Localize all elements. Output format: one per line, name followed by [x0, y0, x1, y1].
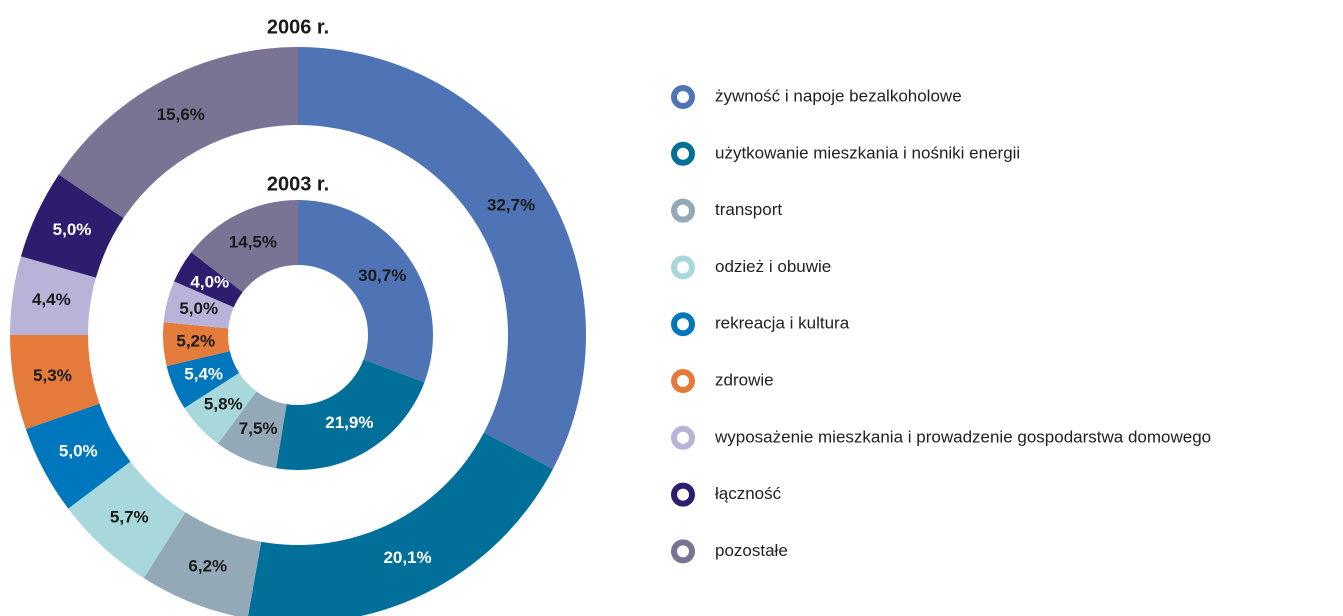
slice: [143, 512, 262, 616]
slice: [217, 391, 287, 469]
legend-marker: [671, 141, 695, 166]
legend-label: wyposażenie mieszkania i prowadzenie gos…: [714, 427, 1211, 446]
inner-title: 2003 r.: [267, 173, 329, 195]
value-label: 7,5%: [239, 419, 278, 438]
legend-label: zdrowie: [715, 370, 774, 389]
slice: [10, 256, 96, 335]
legend-label: pozostałe: [715, 541, 788, 560]
slice: [10, 335, 100, 430]
value-label: 32,7%: [487, 196, 535, 215]
legend-marker: [671, 198, 695, 223]
slice: [184, 372, 257, 444]
value-label: 30,7%: [358, 266, 406, 285]
value-label: 15,6%: [157, 105, 205, 124]
value-label: 4,4%: [32, 290, 71, 309]
value-label: 21,9%: [325, 413, 373, 432]
slice: [20, 174, 124, 278]
value-label: 5,2%: [176, 332, 215, 351]
slice: [25, 403, 131, 509]
outer-title: 2006 r.: [267, 16, 329, 38]
slice: [162, 322, 230, 367]
value-label: 4,0%: [190, 272, 229, 291]
legend-marker: [671, 482, 695, 507]
value-label: 5,0%: [59, 442, 98, 461]
slice: [166, 351, 240, 409]
value-label: 5,0%: [179, 299, 218, 318]
slice: [298, 47, 586, 469]
slice: [276, 359, 425, 470]
slice: [298, 200, 434, 383]
legend-marker: [671, 85, 695, 109]
value-label: 5,8%: [204, 395, 243, 414]
slice: [163, 281, 234, 329]
legend-marker: [671, 312, 695, 337]
slice: [68, 461, 186, 579]
slice: [248, 432, 553, 616]
value-label: 20,1%: [383, 548, 431, 567]
slice: [174, 252, 243, 308]
legend-label: żywność i napoje bezalkoholowe: [715, 86, 962, 105]
slice: [58, 47, 299, 219]
value-label: 5,7%: [110, 508, 149, 527]
value-label: 5,4%: [184, 365, 223, 384]
legend-label: odzież i obuwie: [715, 257, 831, 276]
legend-label: łączność: [715, 484, 782, 503]
legend-marker: [671, 425, 695, 450]
value-label: 5,3%: [33, 366, 72, 385]
legend-marker: [671, 369, 695, 393]
legend-label: transport: [715, 200, 782, 219]
value-label: 6,2%: [188, 557, 227, 576]
legend-label: rekreacja i kultura: [715, 314, 850, 333]
value-label: 5,0%: [53, 220, 92, 239]
value-label: 14,5%: [229, 232, 277, 251]
legend-label: użytkowanie mieszkania i nośniki energii: [715, 143, 1020, 162]
legend-marker: [671, 539, 695, 564]
legend-marker: [671, 255, 695, 280]
slice: [191, 200, 298, 293]
